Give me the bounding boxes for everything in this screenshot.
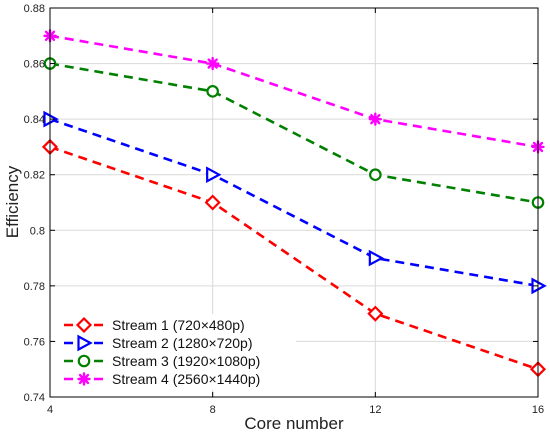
legend-label: Stream 3 (1920×1080p) xyxy=(112,353,260,369)
y-tick-label: 0.78 xyxy=(24,281,45,293)
legend: Stream 1 (720×480p) Stream 2 (1280×720p) S… xyxy=(56,314,296,390)
legend-item: Stream 3 (1920×1080p) xyxy=(64,353,260,369)
y-tick-label: 0.82 xyxy=(24,170,45,182)
data-point xyxy=(206,85,219,98)
y-axis-label: Efficiency xyxy=(3,165,22,238)
x-axis-label: Core number xyxy=(244,414,344,433)
data-point xyxy=(205,56,220,71)
legend-marker xyxy=(77,354,91,368)
x-tick-label: 4 xyxy=(47,404,53,416)
y-tick-label: 0.74 xyxy=(24,392,45,404)
y-tick-label: 0.86 xyxy=(24,59,45,71)
y-tick-label: 0.88 xyxy=(24,3,45,15)
axis-ticks: 0.74 0.76 0.78 0.8 0.82 0.84 0.86 0.88 4 8 12 16 xyxy=(24,3,545,416)
legend-item: Stream 1 (720×480p) xyxy=(64,316,245,334)
data-point xyxy=(367,305,384,322)
x-tick-label: 16 xyxy=(532,404,544,416)
legend-marker xyxy=(77,334,93,352)
legend-label: Stream 1 (720×480p) xyxy=(112,317,245,333)
legend-box xyxy=(56,314,296,390)
data-point xyxy=(369,168,382,182)
y-tick-label: 0.76 xyxy=(24,336,45,348)
y-tick-label: 0.8 xyxy=(30,225,45,237)
data-point xyxy=(368,249,385,267)
legend-item: Stream 2 (1280×720p) xyxy=(64,334,252,352)
series-line xyxy=(49,145,539,371)
series-line xyxy=(49,62,539,204)
x-tick-label: 12 xyxy=(369,404,381,416)
legend-item: Stream 4 (2560×1440p) xyxy=(64,371,260,387)
series-line xyxy=(49,117,539,288)
data-point xyxy=(368,112,383,126)
x-tick-label: 8 xyxy=(210,404,216,416)
legend-label: Stream 2 (1280×720p) xyxy=(112,335,252,351)
plot-frame xyxy=(49,7,539,398)
series-line xyxy=(49,34,539,149)
legend-marker xyxy=(75,316,93,334)
data-point xyxy=(206,166,222,184)
legend-marker xyxy=(77,372,91,386)
data-point xyxy=(204,194,221,211)
legend-label: Stream 4 (2560×1440p) xyxy=(112,371,260,387)
y-tick-label: 0.84 xyxy=(24,114,45,126)
